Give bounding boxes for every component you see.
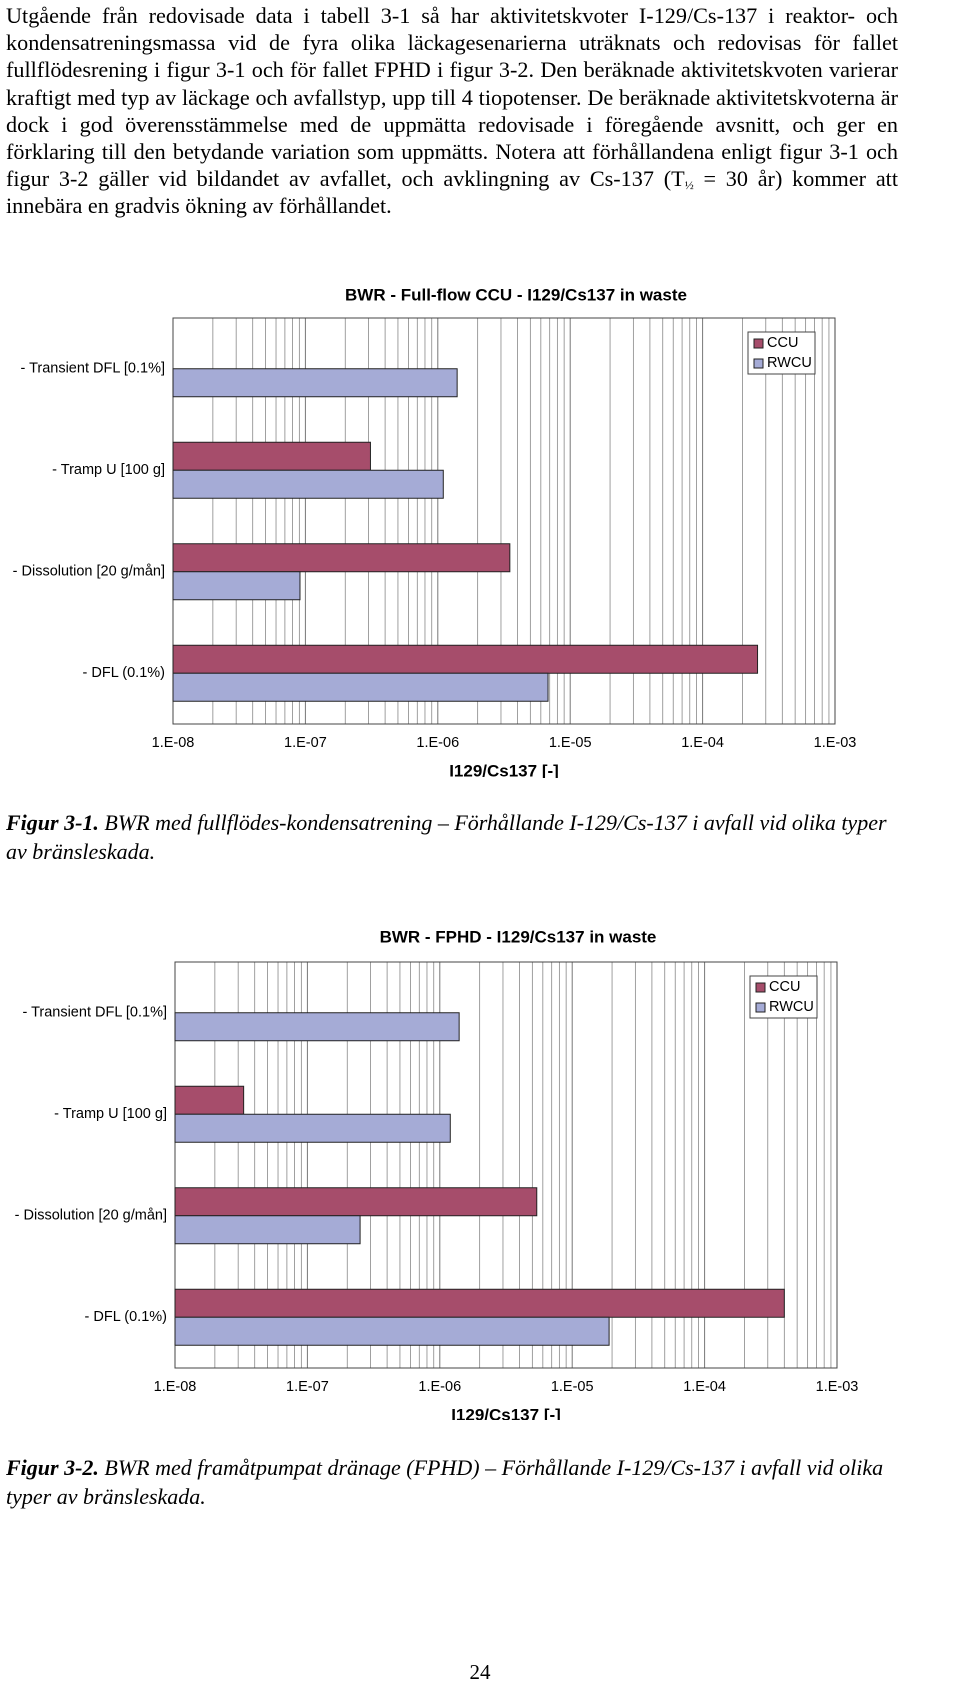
bar (174, 1187, 538, 1217)
x-tick-label: 1.E-04 (683, 1379, 726, 1395)
x-tick-label: 1.E-03 (814, 735, 857, 751)
category-label: - Tramp U [100 g] (54, 1106, 167, 1122)
category-label: - Dissolution [20 g/mån] (15, 1208, 167, 1224)
x-tick-label: 1.E-08 (152, 735, 195, 751)
bar (174, 1288, 785, 1318)
chart: BWR - FPHD - I129/Cs137 in waste 1.E-08 1.… (15, 927, 859, 1420)
category-label: - Dissolution [20 g/mån] (13, 564, 165, 580)
caption-text: BWR med fullflödes-kondensatrening – För… (6, 810, 887, 864)
text: Utgående från redovisade data i tabell 3… (6, 3, 898, 192)
x-tick-label: 1.E-06 (418, 1379, 461, 1395)
legend-label: RWCU (767, 355, 812, 371)
bar (172, 543, 511, 573)
legend-swatch (755, 982, 766, 993)
legend-label: CCU (769, 979, 800, 995)
x-axis-label: I129/Cs137 [-] (449, 761, 559, 778)
category-label: - Transient DFL [0.1%] (20, 361, 165, 377)
legend-swatch (753, 358, 764, 369)
chart: BWR - Full-flow CCU - I129/Cs137 in wast… (13, 285, 857, 778)
legend-swatch (753, 338, 764, 349)
x-tick-label: 1.E-07 (284, 735, 327, 751)
caption-label: Figur 3-2. (6, 1455, 99, 1480)
x-tick-label: 1.E-08 (154, 1379, 197, 1395)
bar (172, 571, 301, 601)
bar (172, 368, 458, 398)
category-label: - DFL (0.1%) (83, 665, 165, 681)
bar (174, 1316, 610, 1346)
x-tick-label: 1.E-04 (681, 735, 724, 751)
x-tick-label: 1.E-03 (816, 1379, 859, 1395)
legend-label: CCU (767, 335, 798, 351)
category-label: - DFL (0.1%) (85, 1309, 167, 1325)
bar (174, 1012, 460, 1042)
plot-frame (174, 961, 838, 1369)
bar (172, 644, 759, 674)
category-label: - Transient DFL [0.1%] (22, 1005, 167, 1021)
plot-frame (172, 317, 836, 725)
bar (172, 441, 371, 471)
x-tick-label: 1.E-06 (416, 735, 459, 751)
bar (174, 1113, 451, 1143)
chart-title: BWR - Full-flow CCU - I129/Cs137 in wast… (345, 285, 687, 304)
bar (174, 1215, 361, 1245)
legend-label: RWCU (769, 999, 814, 1015)
page-number: 24 (469, 1660, 491, 1684)
x-tick-label: 1.E-05 (551, 1379, 594, 1395)
figure-caption: Figur 3-2. BWR med framåtpumpat dränage … (6, 1453, 906, 1511)
x-axis-label: I129/Cs137 [-] (451, 1405, 561, 1420)
x-tick-label: 1.E-07 (286, 1379, 329, 1395)
body-text: Utgående från redovisade data i tabell 3… (6, 2, 898, 220)
legend-swatch (755, 1002, 766, 1013)
text: = 30 år) kommer att innebära en gradvis … (6, 166, 899, 219)
x-tick-label: 1.E-05 (549, 735, 592, 751)
bar (174, 1085, 245, 1115)
bar (172, 469, 444, 499)
chart-title: BWR - FPHD - I129/Cs137 in waste (380, 927, 657, 946)
category-label: - Tramp U [100 g] (52, 462, 165, 478)
caption-text: BWR med framåtpumpat dränage (FPHD) – Fö… (6, 1455, 884, 1509)
figure-caption: Figur 3-1. BWR med fullflödes-kondensatr… (6, 808, 906, 866)
subscript: ½ (684, 178, 694, 193)
caption-label: Figur 3-1. (6, 810, 99, 835)
bar (172, 672, 549, 702)
